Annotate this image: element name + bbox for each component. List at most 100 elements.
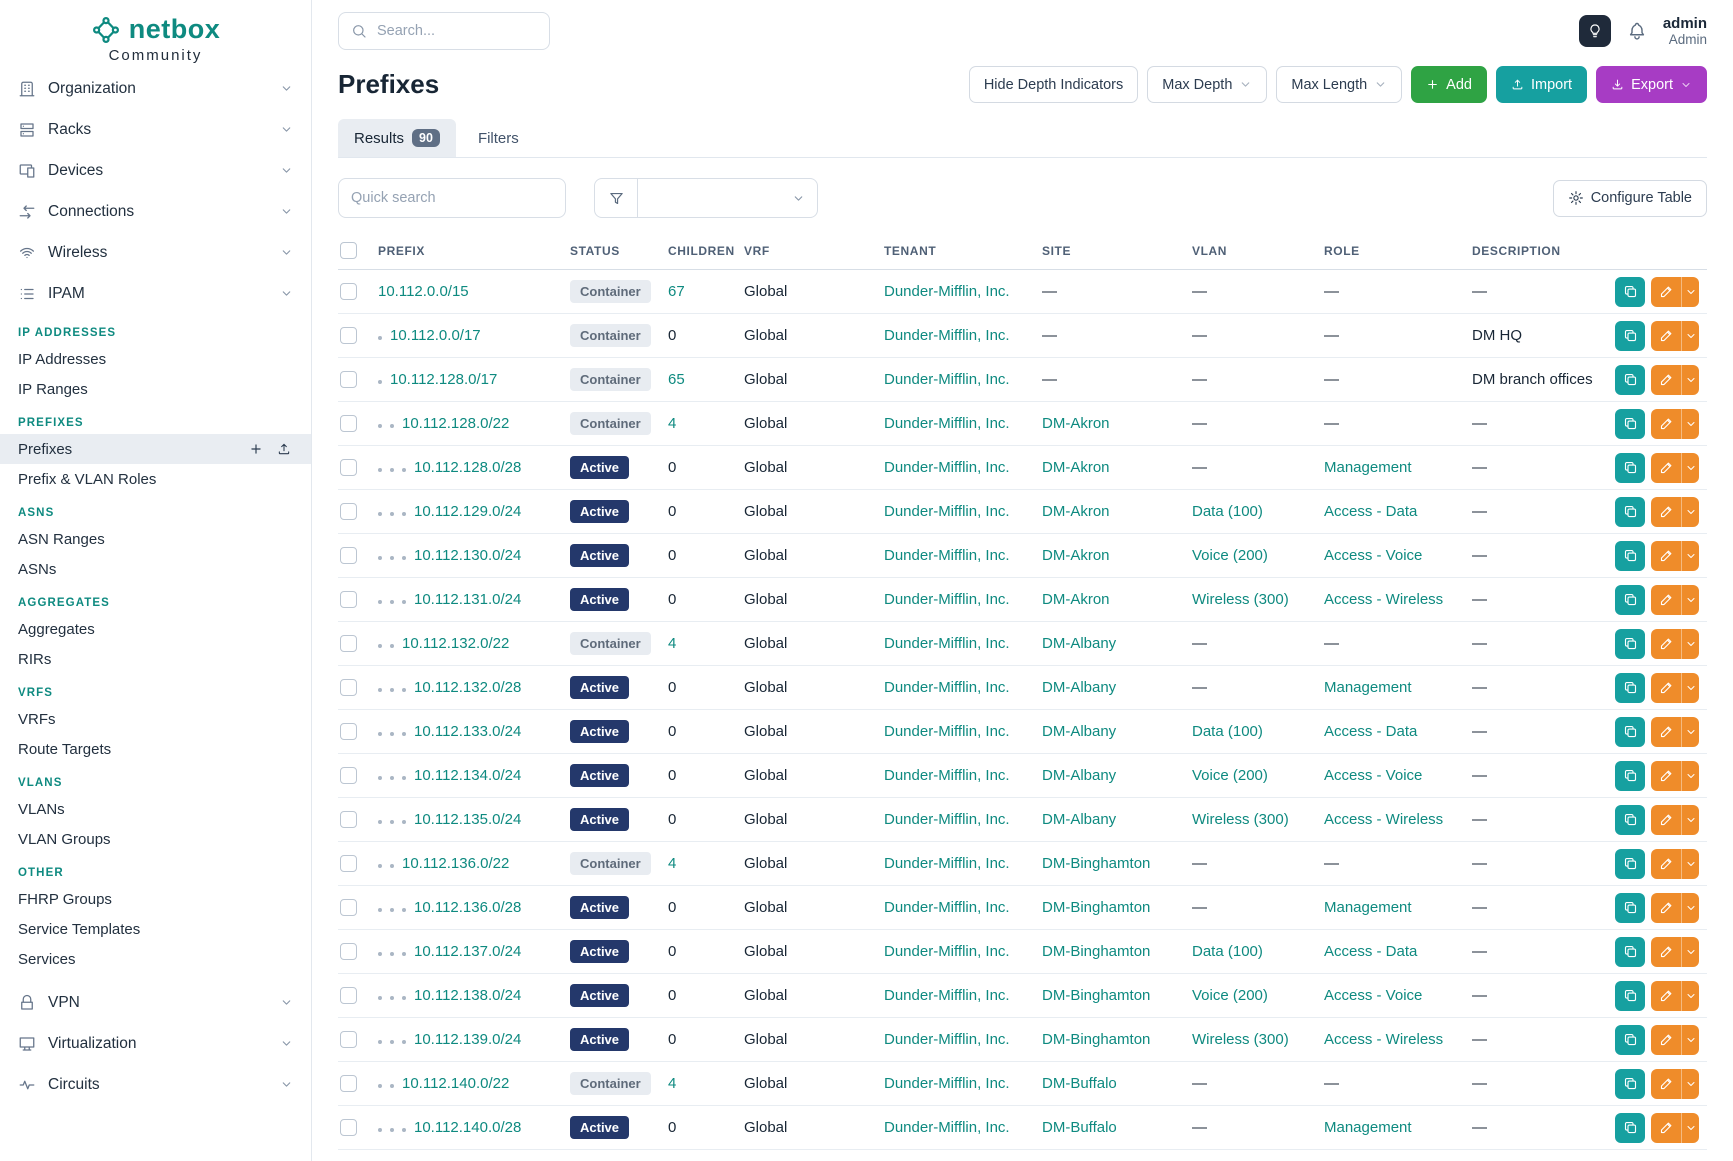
role-link[interactable]: — [1324,1061,1472,1106]
children-count[interactable]: 0 [668,1105,744,1150]
row-checkbox[interactable] [340,767,357,784]
tenant-link[interactable]: Dunder-Mifflin, Inc. [884,445,1042,490]
tenant-link[interactable]: Dunder-Mifflin, Inc. [884,841,1042,886]
row-checkbox[interactable] [340,987,357,1004]
role-link[interactable]: Access - Wireless [1324,1017,1472,1062]
edit-dropdown-caret[interactable] [1681,672,1699,703]
site-link[interactable]: — [1042,357,1192,402]
edit-dropdown-caret[interactable] [1681,848,1699,879]
tenant-link[interactable]: Dunder-Mifflin, Inc. [884,929,1042,974]
column-header-description[interactable]: DESCRIPTION [1472,232,1603,270]
prefix-link[interactable]: 10.112.132.0/22 [402,635,510,652]
edit-button[interactable] [1651,804,1681,835]
vlan-link[interactable]: Wireless (300) [1192,797,1324,842]
copy-button[interactable] [1615,716,1645,747]
prefix-link[interactable]: 10.112.136.0/22 [402,855,510,872]
vlan-link[interactable]: — [1192,401,1324,446]
role-link[interactable]: Access - Data [1324,709,1472,754]
column-header-children[interactable]: CHILDREN [668,232,744,270]
site-link[interactable]: DM-Albany [1042,753,1192,798]
role-link[interactable]: — [1324,401,1472,446]
children-count[interactable]: 4 [668,1061,744,1106]
tenant-link[interactable]: Dunder-Mifflin, Inc. [884,489,1042,534]
sidebar-item-circuits[interactable]: Circuits [0,1064,311,1105]
sidebar-item-asns[interactable]: ASNs [0,554,311,584]
edit-button[interactable] [1651,452,1681,483]
row-checkbox[interactable] [340,635,357,652]
site-link[interactable]: DM-Albany [1042,621,1192,666]
select-all-checkbox[interactable] [340,242,357,259]
site-link[interactable]: DM-Akron [1042,489,1192,534]
edit-dropdown-caret[interactable] [1681,804,1699,835]
row-checkbox[interactable] [340,1075,357,1092]
vlan-link[interactable]: — [1192,1061,1324,1106]
site-link[interactable]: DM-Binghamton [1042,885,1192,930]
children-count[interactable]: 67 [668,269,744,314]
children-count[interactable]: 0 [668,709,744,754]
tenant-link[interactable]: Dunder-Mifflin, Inc. [884,313,1042,358]
role-link[interactable]: — [1324,621,1472,666]
vlan-link[interactable]: — [1192,885,1324,930]
edit-dropdown-caret[interactable] [1681,980,1699,1011]
edit-button[interactable] [1651,892,1681,923]
role-link[interactable]: Access - Wireless [1324,577,1472,622]
prefix-link[interactable]: 10.112.131.0/24 [414,591,522,608]
row-checkbox[interactable] [340,503,357,520]
role-link[interactable]: Management [1324,885,1472,930]
export-dropdown[interactable]: Export [1596,66,1707,103]
copy-button[interactable] [1615,804,1645,835]
site-link[interactable]: DM-Albany [1042,797,1192,842]
quick-search-input[interactable] [338,178,566,218]
sidebar-item-connections[interactable]: Connections [0,191,311,232]
edit-dropdown-caret[interactable] [1681,716,1699,747]
sidebar-item-asn-ranges[interactable]: ASN Ranges [0,524,311,554]
sidebar-item-wireless[interactable]: Wireless [0,232,311,273]
site-link[interactable]: DM-Albany [1042,665,1192,710]
edit-dropdown-caret[interactable] [1681,276,1699,307]
tenant-link[interactable]: Dunder-Mifflin, Inc. [884,401,1042,446]
copy-button[interactable] [1615,980,1645,1011]
children-count[interactable]: 0 [668,445,744,490]
edit-button[interactable] [1651,1068,1681,1099]
column-header-tenant[interactable]: TENANT [884,232,1042,270]
copy-button[interactable] [1615,936,1645,967]
edit-button[interactable] [1651,540,1681,571]
sidebar-item-prefix-vlan-roles[interactable]: Prefix & VLAN Roles [0,464,311,494]
children-count[interactable]: 0 [668,753,744,798]
prefix-link[interactable]: 10.112.129.0/24 [414,503,522,520]
vlan-link[interactable]: Voice (200) [1192,753,1324,798]
role-link[interactable]: — [1324,313,1472,358]
vlan-link[interactable]: Data (100) [1192,709,1324,754]
site-link[interactable]: DM-Akron [1042,401,1192,446]
children-count[interactable]: 0 [668,929,744,974]
add-button[interactable]: Add [1411,66,1487,103]
tenant-link[interactable]: Dunder-Mifflin, Inc. [884,1105,1042,1150]
tenant-link[interactable]: Dunder-Mifflin, Inc. [884,269,1042,314]
edit-button[interactable] [1651,980,1681,1011]
tenant-link[interactable]: Dunder-Mifflin, Inc. [884,533,1042,578]
sidebar-item-rirs[interactable]: RIRs [0,644,311,674]
copy-button[interactable] [1615,848,1645,879]
role-link[interactable]: Access - Wireless [1324,797,1472,842]
site-link[interactable]: DM-Binghamton [1042,973,1192,1018]
row-checkbox[interactable] [340,547,357,564]
row-checkbox[interactable] [340,811,357,828]
prefix-link[interactable]: 10.112.128.0/17 [390,371,498,388]
column-header-status[interactable]: STATUS [570,232,668,270]
add-prefix-button[interactable] [247,440,265,458]
row-checkbox[interactable] [340,1119,357,1136]
tab-filters[interactable]: Filters [477,130,519,147]
tenant-link[interactable]: Dunder-Mifflin, Inc. [884,973,1042,1018]
hide-depth-indicators-button[interactable]: Hide Depth Indicators [968,66,1139,103]
row-checkbox[interactable] [340,723,357,740]
prefix-link[interactable]: 10.112.137.0/24 [414,943,522,960]
edit-dropdown-caret[interactable] [1681,936,1699,967]
sidebar-item-ipam[interactable]: IPAM [0,273,311,314]
edit-dropdown-caret[interactable] [1681,496,1699,527]
tenant-link[interactable]: Dunder-Mifflin, Inc. [884,885,1042,930]
vlan-link[interactable]: Data (100) [1192,489,1324,534]
prefix-link[interactable]: 10.112.140.0/22 [402,1075,510,1092]
row-checkbox[interactable] [340,591,357,608]
role-link[interactable]: Access - Data [1324,929,1472,974]
copy-button[interactable] [1615,892,1645,923]
